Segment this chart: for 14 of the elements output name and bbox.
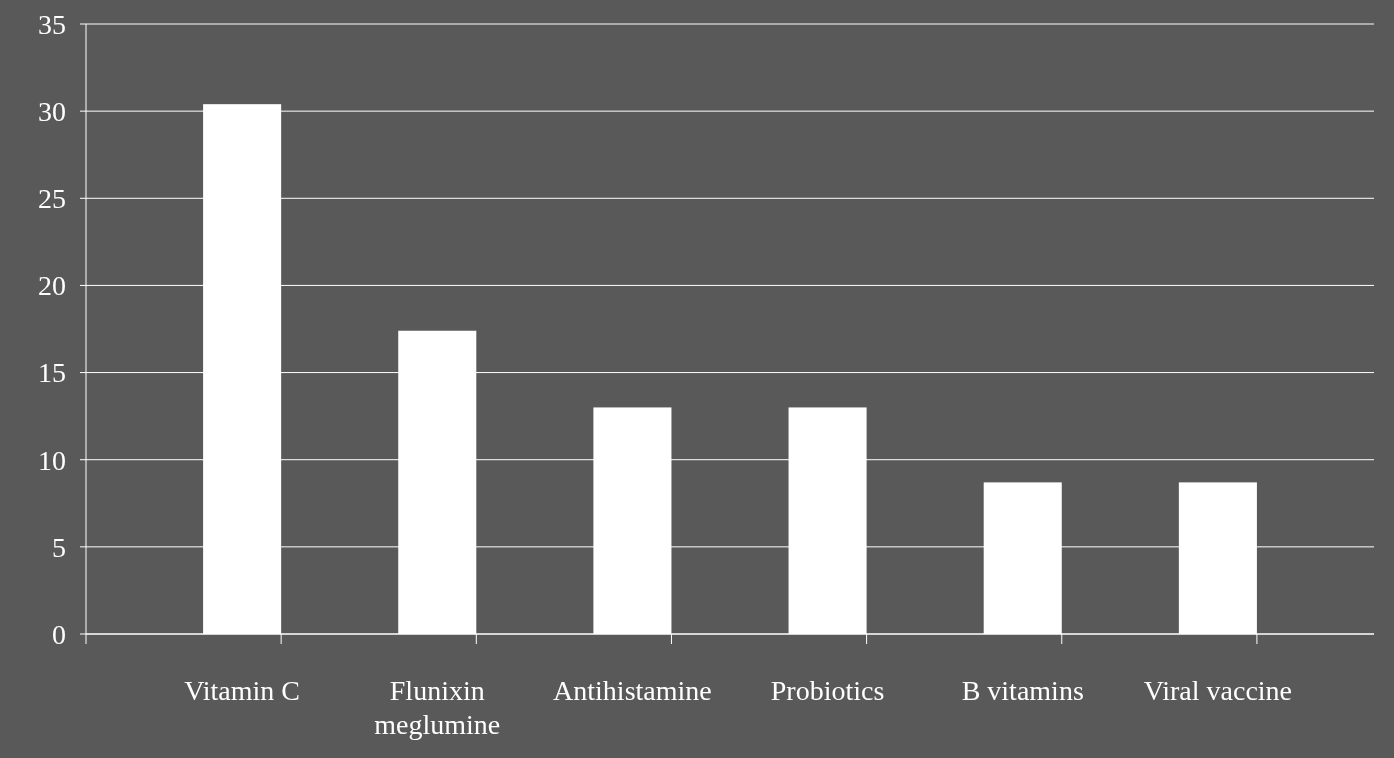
- y-tick-label: 30: [38, 95, 66, 127]
- y-tick-label: 35: [38, 8, 66, 40]
- y-tick-label: 0: [52, 618, 66, 650]
- y-tick-label: 5: [52, 531, 66, 563]
- y-tick-label: 20: [38, 270, 66, 302]
- y-tick-label: 15: [38, 357, 66, 389]
- x-tick-label: Flunixin meglumine: [374, 675, 501, 740]
- x-tick-label: Antihistamine: [553, 675, 712, 706]
- x-tick-label: Probiotics: [770, 675, 885, 706]
- x-tick-label: Vitamin C: [184, 675, 300, 706]
- y-tick-label: 10: [38, 444, 66, 476]
- y-tick-label: 25: [38, 183, 66, 215]
- x-tick-label: Viral vaccine: [1143, 675, 1293, 706]
- x-tick-label: B vitamins: [961, 675, 1084, 706]
